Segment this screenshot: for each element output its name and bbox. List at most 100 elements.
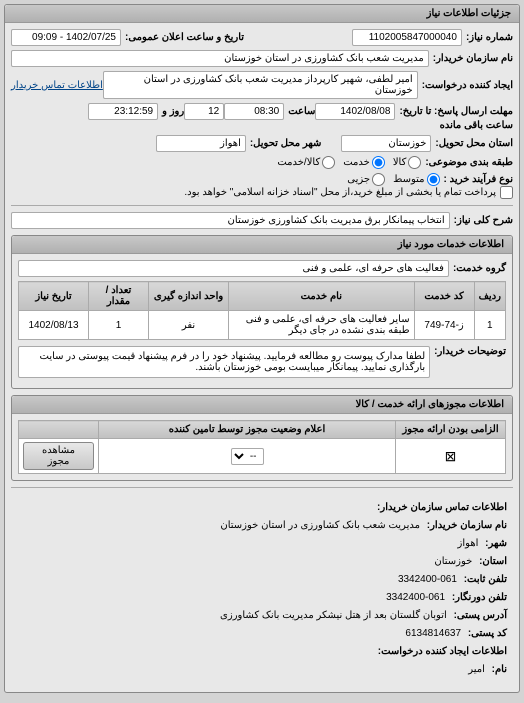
row-deadline: مهلت ارسال پاسخ: تا تاریخ: 1402/08/08 سا… [11, 103, 513, 131]
row-desc: توضیحات خریدار: لطفا مدارک پیوست رو مطال… [18, 346, 506, 378]
radio-kala-label[interactable]: کالا [393, 156, 422, 169]
deadline-date: 1402/08/08 [315, 103, 395, 120]
contact-province: خوزستان [434, 556, 472, 567]
contact-header: اطلاعات تماس سازمان خریدار: [377, 502, 507, 513]
contact-fax-label: تلفن دورنگار: [452, 592, 507, 603]
remaining-day: 12 [184, 103, 224, 120]
auth-th-mandatory: الزامی بودن ارائه مجوز [396, 421, 506, 439]
contact-postal: 6134814637 [405, 628, 461, 639]
datetime-label: تاریخ و ساعت اعلان عمومی: [125, 32, 244, 43]
view-auth-button[interactable]: مشاهده مجوز [23, 442, 94, 470]
row-budget-type: طبقه بندی موضوعی: کالا خدمت کالا/خدمت [11, 156, 513, 169]
radio-both-label[interactable]: کالا/خدمت [277, 156, 335, 169]
auth-th-status: اعلام وضعیت مجوز توسط تامین کننده [99, 421, 396, 439]
th-name: نام خدمت [229, 282, 415, 311]
th-row: ردیف [474, 282, 505, 311]
datetime-value: 1402/07/25 - 09:09 [11, 29, 121, 46]
auth-table: الزامی بودن ارائه مجوز اعلام وضعیت مجوز … [18, 420, 506, 474]
services-panel: اطلاعات خدمات مورد نیاز گروه خدمت: فعالی… [11, 235, 513, 389]
purchase-note-label[interactable]: پرداخت تمام یا بخشی از مبلغ خرید،از محل … [184, 186, 513, 199]
th-unit: واحد اندازه گیری [149, 282, 229, 311]
deadline-label: مهلت ارسال پاسخ: تا تاریخ: [399, 106, 513, 117]
remaining-time: 23:12:59 [88, 103, 158, 120]
contact-creator-name: امیر [468, 664, 485, 675]
province-value: خوزستان [341, 135, 431, 152]
td-qty: 1 [89, 311, 149, 340]
service-group-value: فعالیت های حرفه ای، علمی و فنی [18, 260, 449, 277]
purchase-type-label: نوع فرآیند خرید : [444, 174, 513, 185]
radio-small-label[interactable]: جزیی [347, 173, 385, 186]
radio-kala[interactable] [408, 156, 421, 169]
requester-label: ایجاد کننده درخواست: [422, 80, 513, 91]
td-code: ز-74-749 [414, 311, 474, 340]
purchase-radio-group: متوسط جزیی [347, 173, 439, 186]
purchase-note-checkbox[interactable] [500, 186, 513, 199]
radio-small[interactable] [372, 173, 385, 186]
remaining-day-label: روز و [162, 106, 184, 117]
province-label: استان محل تحویل: [435, 138, 513, 149]
td-name: سایر فعالیت های حرفه ای، علمی و فنی طبقه… [229, 311, 415, 340]
row-service-group: گروه خدمت: فعالیت های حرفه ای، علمی و فن… [18, 260, 506, 277]
services-body: گروه خدمت: فعالیت های حرفه ای، علمی و فن… [12, 254, 512, 388]
radio-both[interactable] [322, 156, 335, 169]
td-idx: 1 [474, 311, 505, 340]
desc-label: توضیحات خریدار: [434, 346, 506, 357]
budget-type-label: طبقه بندی موضوعی: [425, 157, 513, 168]
services-table: ردیف کد خدمت نام خدمت واحد اندازه گیری ت… [18, 281, 506, 340]
td-unit: نفر [149, 311, 229, 340]
row-subject: شرح کلی نیاز: انتخاب پیمانکار برق مدیریت… [11, 212, 513, 229]
contact-org: مدیریت شعب بانک کشاورزی در استان خوزستان [220, 520, 420, 531]
deadline-time: 08:30 [224, 103, 284, 120]
radio-medium[interactable] [427, 173, 440, 186]
radio-khadmat-label[interactable]: خدمت [343, 156, 385, 169]
buyer-label: نام سازمان خریدار: [433, 53, 513, 64]
need-number-label: شماره نیاز: [466, 32, 513, 43]
deadline-time-label: ساعت [288, 106, 315, 117]
th-date: تاریخ نیاز [19, 282, 89, 311]
desc-value: لطفا مدارک پیوست رو مطالعه فرمایید. پیشن… [18, 346, 430, 378]
row-requester: ایجاد کننده درخواست: امیر لطفی، شهیر کار… [11, 71, 513, 99]
contact-city-label: شهر: [485, 538, 507, 549]
main-header: جزئیات اطلاعات نیاز [5, 5, 519, 23]
requester-value: امیر لطفی، شهیر کارپرداز مدیریت شعب بانک… [103, 71, 418, 99]
contact-creator-label: اطلاعات ایجاد کننده درخواست: [378, 646, 507, 657]
buyer-value: مدیریت شعب بانک کشاورزی در استان خوزستان [11, 50, 429, 67]
subject-label: شرح کلی نیاز: [454, 215, 513, 226]
contact-city: اهواز [458, 538, 479, 549]
service-group-label: گروه خدمت: [453, 263, 506, 274]
auth-body: الزامی بودن ارائه مجوز اعلام وضعیت مجوز … [12, 414, 512, 480]
contact-fax: 061-3342400 [386, 592, 445, 603]
row-purchase-type: نوع فرآیند خرید : متوسط جزیی پرداخت تمام… [11, 173, 513, 199]
contact-address-label: آدرس پستی: [454, 610, 507, 621]
city-label: شهر محل تحویل: [250, 138, 322, 149]
auth-th-action [19, 421, 99, 439]
row-need-number: شماره نیاز: 1102005847000040 تاریخ و ساع… [11, 29, 513, 46]
subject-value: انتخاب پیمانکار برق مدیریت بانک کشاورزی … [11, 212, 450, 229]
contact-section: اطلاعات تماس سازمان خریدار: نام سازمان خ… [11, 494, 513, 686]
row-buyer: نام سازمان خریدار: مدیریت شعب بانک کشاور… [11, 50, 513, 67]
table-row: 1 ز-74-749 سایر فعالیت های حرفه ای، علمی… [19, 311, 506, 340]
radio-khadmat[interactable] [372, 156, 385, 169]
auth-action-cell: مشاهده مجوز [19, 439, 99, 474]
row-delivery: استان محل تحویل: خوزستان شهر محل تحویل: … [11, 135, 513, 152]
main-body: شماره نیاز: 1102005847000040 تاریخ و ساع… [5, 23, 519, 692]
auth-status-select[interactable]: -- [231, 448, 264, 465]
auth-mandatory-cell: ⊠ [396, 439, 506, 474]
remaining-label: ساعت باقی مانده [440, 120, 513, 131]
main-panel: جزئیات اطلاعات نیاز شماره نیاز: 11020058… [4, 4, 520, 693]
services-header: اطلاعات خدمات مورد نیاز [12, 236, 512, 254]
city-value: اهواز [156, 135, 246, 152]
auth-status-cell: -- [99, 439, 396, 474]
contact-creator-name-label: نام: [492, 664, 507, 675]
header-title: جزئیات اطلاعات نیاز [427, 8, 511, 19]
td-date: 1402/08/13 [19, 311, 89, 340]
th-qty: تعداد / مقدار [89, 282, 149, 311]
need-number-value: 1102005847000040 [352, 29, 462, 46]
radio-medium-label[interactable]: متوسط [393, 173, 439, 186]
budget-radio-group: کالا خدمت کالا/خدمت [277, 156, 421, 169]
auth-table-row: ⊠ -- مشاهده مجوز [19, 439, 506, 474]
contact-link[interactable]: اطلاعات تماس خریدار [11, 80, 103, 91]
contact-org-label: نام سازمان خریدار: [427, 520, 507, 531]
auth-panel: اطلاعات مجوزهای ارائه خدمت / کالا الزامی… [11, 395, 513, 481]
contact-postal-label: کد پستی: [468, 628, 507, 639]
